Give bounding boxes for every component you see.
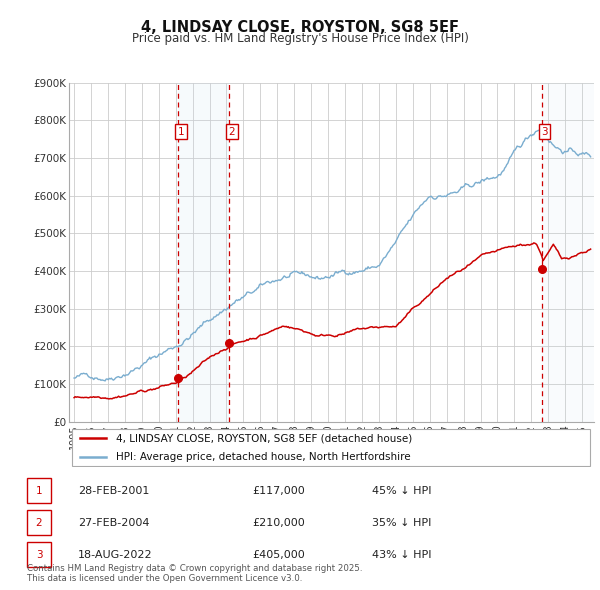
FancyBboxPatch shape — [71, 429, 590, 466]
Text: 4, LINDSAY CLOSE, ROYSTON, SG8 5EF: 4, LINDSAY CLOSE, ROYSTON, SG8 5EF — [141, 20, 459, 35]
Text: 2: 2 — [229, 127, 235, 137]
Text: Price paid vs. HM Land Registry's House Price Index (HPI): Price paid vs. HM Land Registry's House … — [131, 32, 469, 45]
Text: 27-FEB-2004: 27-FEB-2004 — [78, 518, 149, 527]
Text: 1: 1 — [35, 486, 43, 496]
Text: 18-AUG-2022: 18-AUG-2022 — [78, 550, 152, 559]
Text: 43% ↓ HPI: 43% ↓ HPI — [372, 550, 431, 559]
Text: Contains HM Land Registry data © Crown copyright and database right 2025.
This d: Contains HM Land Registry data © Crown c… — [27, 563, 362, 583]
Text: £405,000: £405,000 — [252, 550, 305, 559]
Bar — [542, 83, 594, 422]
Text: £117,000: £117,000 — [252, 486, 305, 496]
Text: 4, LINDSAY CLOSE, ROYSTON, SG8 5EF (detached house): 4, LINDSAY CLOSE, ROYSTON, SG8 5EF (deta… — [116, 434, 413, 444]
Text: 2: 2 — [35, 518, 43, 527]
Text: 28-FEB-2001: 28-FEB-2001 — [78, 486, 149, 496]
Text: 35% ↓ HPI: 35% ↓ HPI — [372, 518, 431, 527]
Text: 3: 3 — [35, 550, 43, 559]
Text: 1: 1 — [178, 127, 184, 137]
Text: HPI: Average price, detached house, North Hertfordshire: HPI: Average price, detached house, Nort… — [116, 453, 411, 462]
Text: 3: 3 — [541, 127, 548, 137]
Text: £210,000: £210,000 — [252, 518, 305, 527]
Bar — [178, 83, 229, 422]
Text: 45% ↓ HPI: 45% ↓ HPI — [372, 486, 431, 496]
